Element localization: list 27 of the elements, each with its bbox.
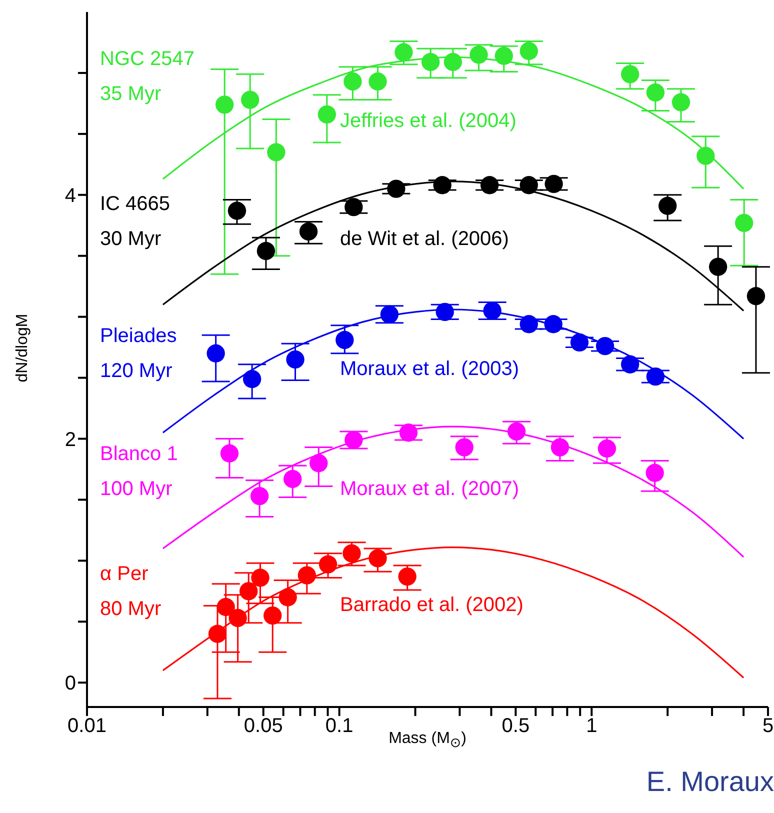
annotation: 100 Myr	[100, 478, 172, 501]
text: IC 4665	[100, 193, 170, 216]
x-tick-label: 0.5	[502, 715, 530, 738]
x-tick-label: 0.05	[244, 715, 283, 738]
annotation: Moraux et al. (2007)	[340, 478, 519, 501]
annotation: 80 Myr	[100, 598, 162, 621]
x-tick-label: 0.1	[325, 715, 354, 738]
y-tick-label: 4	[64, 184, 76, 207]
annotation: de Wit et al. (2006)	[340, 228, 509, 251]
x-tick-label: 0.01	[68, 715, 106, 738]
annotation: 30 Myr	[100, 228, 162, 251]
annotation: Jeffries et al. (2004)	[340, 110, 516, 133]
text: α Per	[100, 563, 148, 586]
annotation: 120 Myr	[100, 360, 172, 383]
series-label: Pleiades	[100, 325, 177, 348]
series-label: NGC 2547	[100, 48, 194, 71]
text: Blanco 1	[100, 443, 178, 466]
annotation: Barrado et al. (2002)	[340, 594, 524, 617]
annotation: Moraux et al. (2003)	[340, 358, 519, 381]
x-axis-title: Mass (M$_{⊙}$)	[388, 730, 466, 750]
x-tick-label: 1	[586, 715, 598, 738]
annotation: 35 Myr	[100, 83, 162, 106]
x-tick-label: 5	[762, 715, 774, 738]
y-tick-label: 2	[64, 428, 76, 451]
y-tick-label: 0	[64, 672, 76, 695]
text: E. Moraux	[646, 766, 774, 798]
y-axis-title: dN/dlogM	[14, 313, 32, 382]
